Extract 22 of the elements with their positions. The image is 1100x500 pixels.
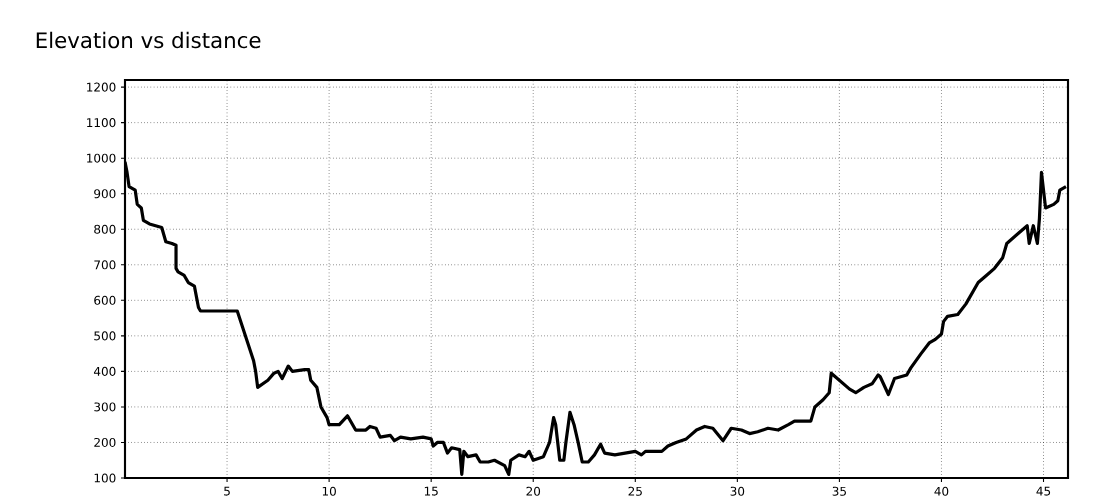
chart-title: Elevation vs distance	[36, 31, 261, 49]
y-tick-label: 700	[94, 260, 116, 270]
y-tick-label: 600	[94, 295, 116, 305]
y-tick-label: 400	[93, 366, 116, 376]
x-tick-label: 30	[730, 486, 745, 496]
x-tick-label: 10	[322, 486, 336, 496]
y-tick-label: 100	[94, 473, 116, 483]
y-tick-label: 200	[94, 437, 116, 447]
y-tick-label: 1000	[87, 153, 116, 163]
x-tick-label: 45	[1036, 486, 1051, 496]
y-tick-label: 1200	[87, 82, 116, 92]
x-tick-label: 25	[628, 486, 642, 496]
y-tick-label: 900	[94, 189, 116, 199]
y-tick-label: 1100	[87, 118, 116, 128]
x-tick-label: 35	[832, 486, 846, 496]
x-tick-label: 40	[934, 486, 949, 496]
x-tick-label: 15	[424, 486, 438, 496]
y-tick-label: 500	[94, 331, 116, 341]
x-tick-label: 5	[224, 486, 230, 496]
y-tick-label: 300	[94, 402, 116, 412]
x-tick-label: 20	[526, 486, 541, 496]
y-tick-label: 800	[94, 224, 116, 234]
